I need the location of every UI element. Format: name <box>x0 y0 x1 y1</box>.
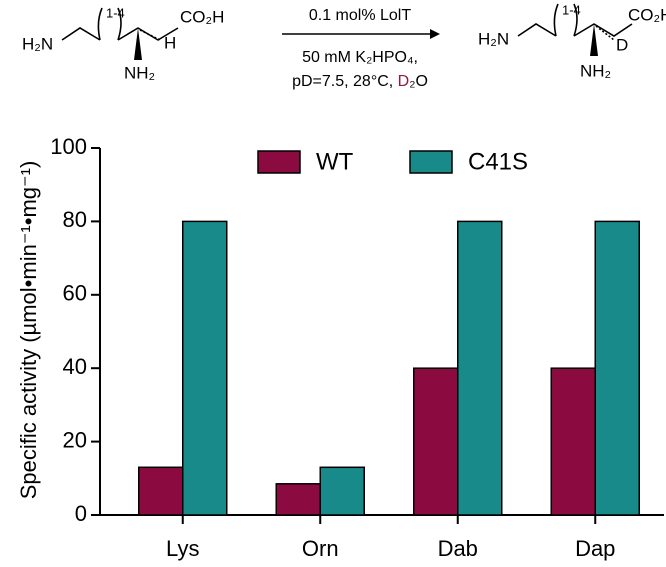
legend-label: C41S <box>468 148 528 175</box>
y-tick-label: 0 <box>75 501 87 526</box>
hash <box>595 25 615 41</box>
chem-label: NH₂ <box>124 63 155 82</box>
y-tick-label: 20 <box>63 427 87 452</box>
arrow-head <box>430 29 440 39</box>
x-tick-label: Dap <box>575 536 615 561</box>
x-tick-label: Lys <box>166 536 199 561</box>
condition: 0.1 mol% LolT <box>309 7 411 24</box>
plot: 0 20 40 60 80 100 Lys Orn Dab Dap WT C41S <box>50 134 664 561</box>
chem-label: 1-4 <box>106 5 125 20</box>
legend-swatch <box>257 150 301 174</box>
bar <box>182 220 228 516</box>
y-tick-label: 60 <box>63 281 87 306</box>
bonds <box>61 7 179 41</box>
condition: ₂O <box>409 73 428 90</box>
chem-label: D <box>616 35 628 54</box>
y-axis-label: Specific activity (µmol•min⁻¹•mg⁻¹) <box>16 161 41 500</box>
wedge <box>134 28 142 60</box>
condition-d: D <box>398 73 410 90</box>
bar <box>275 483 321 516</box>
bar <box>413 367 459 516</box>
x-tick-label: Orn <box>302 536 339 561</box>
chem-label: H <box>164 33 176 52</box>
condition: pD=7.5, 28°C, D₂O <box>292 73 428 90</box>
substrate-structure: H₂N 1-4 CO₂H H NH₂ <box>22 5 224 82</box>
chem-label: H₂N <box>478 29 509 48</box>
chem-label: H₂N <box>22 34 53 53</box>
x-tick-label: Dab <box>438 536 478 561</box>
chem-label: CO₂H <box>628 5 666 24</box>
y-tick-label: 40 <box>63 354 87 379</box>
legend-label: WT <box>316 148 354 175</box>
bar <box>550 367 596 516</box>
chem-label: NH₂ <box>580 61 611 80</box>
product-structure: H₂N 1-4 CO₂H D NH₂ <box>478 2 666 80</box>
y-tick-label: 80 <box>63 207 87 232</box>
bar <box>457 220 503 516</box>
bar <box>594 220 640 516</box>
condition: 50 mM K₂HPO₄, <box>302 49 418 66</box>
bonds <box>517 3 633 37</box>
legend-swatch <box>409 150 453 174</box>
y-tick-label: 100 <box>50 134 87 159</box>
bar <box>319 466 365 516</box>
chem-label: 1-4 <box>562 2 581 17</box>
chem-label: CO₂H <box>180 7 224 26</box>
wedge <box>590 24 598 56</box>
condition: pD=7.5, 28°C, <box>292 73 398 90</box>
bar <box>138 466 184 516</box>
